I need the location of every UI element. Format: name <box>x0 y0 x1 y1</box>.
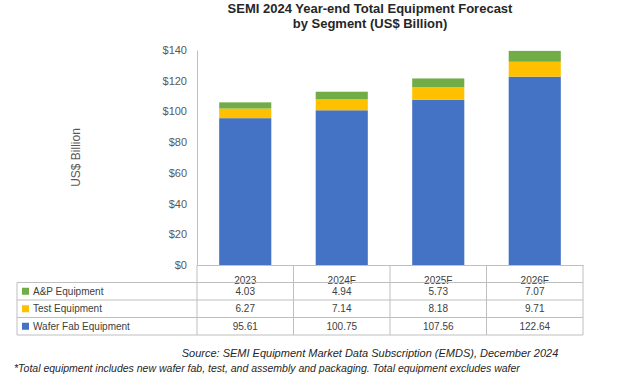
bar <box>316 92 368 100</box>
table-rule <box>293 265 294 335</box>
bar <box>509 51 561 62</box>
bars <box>219 51 561 265</box>
bar <box>219 118 271 265</box>
table-value: 6.27 <box>236 303 256 314</box>
table-value: 7.07 <box>525 286 545 297</box>
legend-swatch <box>22 305 29 312</box>
table-value: 5.73 <box>429 286 449 297</box>
y-tick: $140 <box>163 44 197 56</box>
legend-label: Test Equipment <box>33 303 102 314</box>
table-value: 7.14 <box>332 303 352 314</box>
y-tick-label: $60 <box>169 167 187 179</box>
y-tick: $0 <box>175 259 197 271</box>
table-rule <box>17 283 18 336</box>
x-tick-label: 2024F <box>328 275 356 286</box>
table-value: 8.18 <box>429 303 449 314</box>
y-axis-title: US$ Billion <box>69 128 83 187</box>
bar <box>412 87 464 100</box>
legend-swatch <box>22 288 29 295</box>
legend-label: A&P Equipment <box>33 286 104 297</box>
bar <box>219 109 271 119</box>
title: SEMI 2024 Year-end Total Equipment Forec… <box>228 1 514 31</box>
chart: SEMI 2024 Year-end Total Equipment Forec… <box>0 0 627 376</box>
y-tick: $20 <box>169 228 197 240</box>
y-tick-label: $100 <box>163 105 187 117</box>
series <box>219 62 561 118</box>
x-tick-label: 2025F <box>424 275 452 286</box>
title-line: by Segment (US$ Billion) <box>293 16 448 31</box>
y-tick-label: $140 <box>163 44 187 56</box>
table-value: 4.94 <box>332 286 352 297</box>
bar <box>219 102 271 108</box>
table-rule <box>17 335 583 336</box>
table-rule <box>197 265 198 335</box>
y-tick: $120 <box>163 75 197 87</box>
bar <box>316 110 368 265</box>
footnote: *Total equipment includes new wafer fab,… <box>14 362 520 374</box>
source: Source: SEMI Equipment Market Data Subsc… <box>182 347 559 359</box>
bar <box>316 99 368 110</box>
table-value: 9.71 <box>525 303 545 314</box>
table-value: 107.56 <box>423 321 454 332</box>
x-tick-label: 2023 <box>234 275 257 286</box>
y-tick-label: $80 <box>169 136 187 148</box>
x-tick-label: 2026F <box>521 275 549 286</box>
series <box>219 51 561 109</box>
y-tick: $100 <box>163 105 197 117</box>
legend-label: Wafer Fab Equipment <box>33 321 130 332</box>
table-rule <box>17 282 583 283</box>
legend-swatch <box>22 323 29 330</box>
y-tick-label: $0 <box>175 259 187 271</box>
y-tick: $40 <box>169 198 197 210</box>
table-rule <box>17 317 583 318</box>
series <box>219 77 561 265</box>
bar <box>412 100 464 265</box>
table-value: 4.03 <box>236 286 256 297</box>
table-rule <box>17 300 583 301</box>
table-rule <box>486 265 487 335</box>
y-tick-label: $40 <box>169 198 187 210</box>
bar <box>509 62 561 77</box>
bar <box>509 77 561 265</box>
table-value: 100.75 <box>326 321 357 332</box>
y-tick-label: $20 <box>169 228 187 240</box>
table-value: 122.64 <box>519 321 550 332</box>
y-tick: $80 <box>169 136 197 148</box>
y-axis-line <box>197 51 198 266</box>
table-rule <box>583 265 584 335</box>
y-tick: $60 <box>169 167 197 179</box>
table-rule <box>390 265 391 335</box>
y-axis: $0 $20 $40 $60 $80 $100 $120 $140 <box>163 44 198 271</box>
data-table: A&P Equipment 4.03 4.94 5.73 7.07 Test Equipm… <box>17 265 583 335</box>
table-value: 95.61 <box>233 321 258 332</box>
title-line: SEMI 2024 Year-end Total Equipment Forec… <box>228 1 514 16</box>
bar <box>412 78 464 87</box>
y-tick-label: $120 <box>163 75 187 87</box>
